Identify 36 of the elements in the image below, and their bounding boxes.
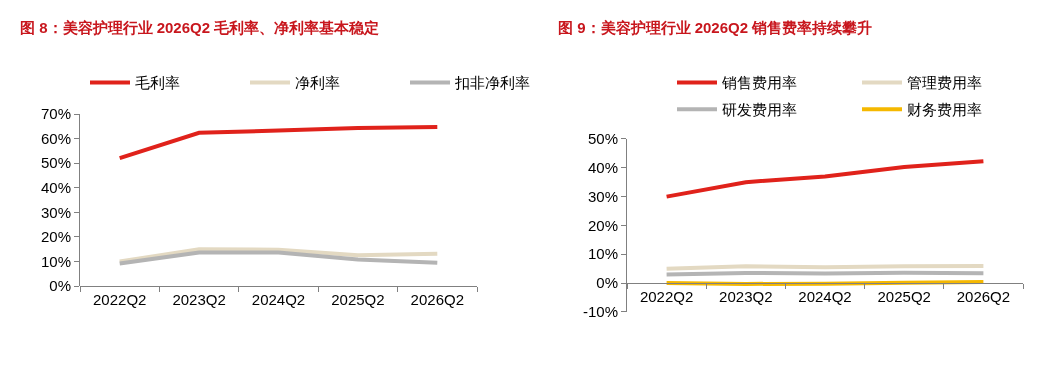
x-tick-label: 2022Q2 bbox=[93, 291, 147, 309]
chart-title: 图 9：美容护理行业 2026Q2 销售费率持续攀升 bbox=[558, 19, 873, 36]
y-tick-label: 0% bbox=[49, 277, 71, 295]
y-tick-label: 20% bbox=[40, 228, 71, 246]
x-tick-label: 2025Q2 bbox=[331, 291, 385, 309]
y-tick-label: 30% bbox=[40, 203, 71, 221]
x-tick-label: 2026Q2 bbox=[956, 288, 1011, 306]
y-tick-label: 50% bbox=[40, 154, 71, 172]
line-series bbox=[664, 159, 986, 199]
x-tick-label: 2025Q2 bbox=[877, 288, 931, 306]
y-tick-label: 50% bbox=[587, 130, 618, 148]
legend-label: 销售费用率 bbox=[721, 74, 797, 92]
x-tick-label: 2023Q2 bbox=[719, 288, 773, 306]
y-tick-label: 40% bbox=[587, 159, 618, 177]
y-tick-label: 60% bbox=[40, 129, 71, 147]
legend-label: 净利率 bbox=[295, 74, 340, 92]
y-tick-label: 40% bbox=[40, 179, 71, 197]
legend-label: 扣非净利率 bbox=[454, 74, 530, 92]
y-tick-label: 70% bbox=[40, 105, 71, 123]
x-tick-label: 2024Q2 bbox=[798, 288, 852, 306]
legend-label: 研发费用率 bbox=[722, 101, 797, 119]
legend-label: 财务费用率 bbox=[907, 101, 982, 119]
x-tick-label: 2023Q2 bbox=[172, 291, 226, 309]
y-tick-label: 10% bbox=[587, 245, 618, 263]
chart-title: 图 8：美容护理行业 2026Q2 毛利率、净利率基本稳定 bbox=[20, 19, 380, 36]
legend-label: 管理费用率 bbox=[907, 74, 982, 92]
line-series bbox=[117, 125, 440, 161]
x-tick-label: 2024Q2 bbox=[251, 291, 306, 309]
y-tick-label: 20% bbox=[587, 216, 618, 234]
x-tick-label: 2026Q2 bbox=[410, 291, 464, 309]
y-tick-label: -10% bbox=[582, 303, 618, 321]
x-tick-label: 2022Q2 bbox=[639, 288, 694, 306]
y-tick-label: 10% bbox=[40, 252, 71, 270]
y-tick-label: 0% bbox=[596, 274, 618, 292]
legend-label: 毛利率 bbox=[135, 74, 180, 92]
y-tick-label: 30% bbox=[587, 187, 618, 205]
